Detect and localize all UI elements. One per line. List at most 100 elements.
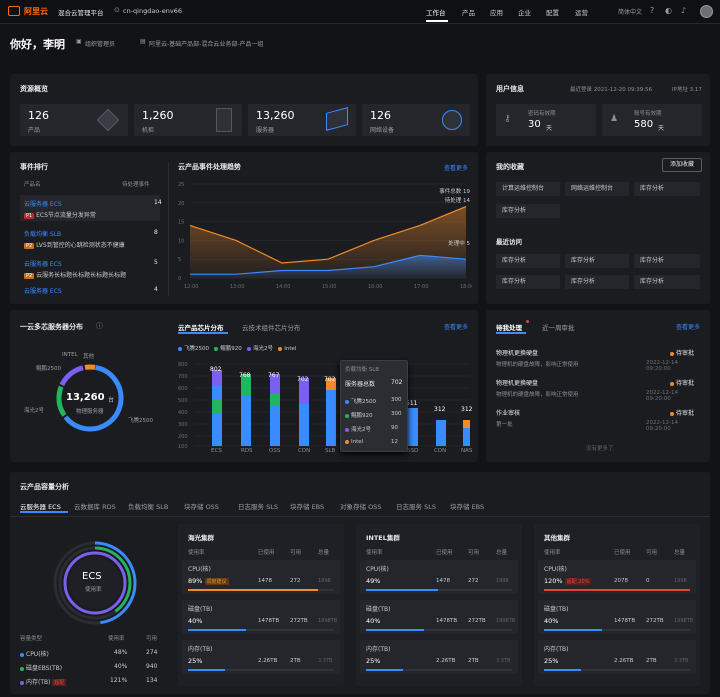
event-row[interactable]: 云服务器 ECS 5 P2 云服务长标题长标题长标题长标题 [20, 255, 160, 281]
help-icon[interactable]: ? [650, 6, 655, 15]
cluster-metric[interactable]: CPU(核) 89% 调度建议 1478 272 1998 [182, 560, 340, 594]
recent-item[interactable]: 库存分析 [496, 254, 560, 268]
recent-item[interactable]: 库存分析 [634, 275, 700, 289]
chip-bar-chart: 800 700 600 500 400 300 200 100 [178, 362, 470, 450]
capacity-tab[interactable]: 对象存储 OSS [340, 503, 382, 511]
tab-product-chips[interactable]: 云产品芯片分布 [178, 324, 224, 332]
metric-rate: 120% 超配 20% [544, 577, 592, 585]
cluster-metric[interactable]: 磁盘(TB) 40% 1478TB 272TB 1998TB [538, 600, 696, 634]
cap-row-avail: 134 [146, 677, 158, 684]
capacity-tab[interactable]: 负载均衡 SLB [128, 503, 169, 511]
cluster-metric[interactable]: 磁盘(TB) 40% 1478TB 272TB 1998TB [182, 600, 340, 634]
nav-config[interactable]: 配置 [546, 9, 559, 17]
metric-label: 内存(TB) [188, 646, 213, 653]
recent-item[interactable]: 库存分析 [565, 254, 629, 268]
product-name: 混合云管理平台 [58, 9, 104, 17]
event-product: 云服务器 ECS [24, 201, 62, 208]
capacity-tab[interactable]: 云数据库 RDS [74, 503, 116, 511]
recent-title: 最近访问 [496, 238, 522, 246]
region-selector[interactable]: cn-qingdao-env66 [123, 7, 183, 15]
x-tick-label: 12:00 [184, 284, 198, 290]
nav-apps[interactable]: 应用 [490, 9, 503, 17]
todo-panel: 待我处理 近一周审批 查看更多 物理机更换硬盘 待审批 物理机的硬盘故障，影响正… [486, 310, 710, 462]
nav-operations[interactable]: 运营 [575, 9, 588, 17]
acct-label: 账号有效期 [634, 111, 662, 117]
donut-label: 飞腾2500 [128, 418, 153, 424]
cluster-metric[interactable]: 磁盘(TB) 40% 1478TB 272TB 1998TB [360, 600, 518, 634]
metric-used: 2.26TB [436, 658, 456, 664]
tab-component-chips[interactable]: 云技术组件芯片分布 [242, 324, 301, 332]
capacity-tab[interactable]: 块存储 EBS [450, 503, 485, 511]
todo-status: 待审批 [670, 408, 694, 417]
event-product: 云服务器 ECS [24, 288, 62, 295]
todo-item[interactable]: 物理机更换硬盘 待审批 物理机的硬盘故障，影响正常使用 2022-12-14 0… [496, 376, 700, 404]
network-device-icon [442, 110, 462, 130]
cluster-head: 使用率 [366, 550, 383, 556]
metric-rate: 40% [188, 617, 203, 625]
aliyun-logo-icon[interactable] [8, 6, 20, 16]
x-label: SLB [325, 448, 336, 454]
add-favorite-button[interactable]: 添加收藏 [662, 158, 702, 172]
trend-more-link[interactable]: 查看更多 [444, 165, 469, 172]
recent-item[interactable]: 库存分析 [565, 275, 629, 289]
tab-week-approval[interactable]: 近一周审批 [542, 324, 575, 332]
capacity-tab[interactable]: 日志服务 SLS [238, 503, 278, 511]
todo-more-link[interactable]: 查看更多 [676, 324, 701, 331]
nav-products[interactable]: 产品 [462, 9, 475, 17]
todo-item[interactable]: 物理机更换硬盘 待审批 物理机的硬盘故障，影响正常使用 2022-12-14 0… [496, 346, 700, 374]
svg-text:700: 700 [178, 374, 188, 380]
capacity-tab[interactable]: 块存储 OSS [184, 503, 219, 511]
capacity-tab[interactable]: 云服务器 ECS [20, 503, 61, 511]
cluster-metric[interactable]: CPU(核) 120% 超配 20% 2078 0 1998 [538, 560, 696, 594]
todo-desc: 物理机的硬盘故障，影响正常使用 [496, 392, 579, 398]
metric-rate: 25% [188, 657, 203, 665]
recent-item[interactable]: 库存分析 [634, 254, 700, 268]
theme-icon[interactable]: ◐ [665, 6, 672, 15]
metric-total: 1998 [674, 578, 687, 584]
favorite-item[interactable]: 库存分析 [634, 182, 700, 196]
overview-card-products[interactable]: 126 产品 [20, 104, 128, 136]
chips-more-link[interactable]: 查看更多 [444, 324, 469, 331]
metric-used: 1478TB [614, 618, 636, 624]
cluster-head: 可用 [290, 550, 302, 556]
bar-oss-hygon [270, 374, 280, 394]
recent-item[interactable]: 库存分析 [496, 275, 560, 289]
bar-oss-feiteng [270, 374, 280, 446]
metric-total: 3.3TB [318, 658, 333, 664]
cluster-metric[interactable]: CPU(核) 49% 1478 272 1998 [360, 560, 518, 594]
language-switch[interactable]: 简体中文 [618, 9, 643, 16]
event-row[interactable]: 云服务器 ECS 14 P1 ECS节点流量分发异常 [20, 195, 162, 221]
info-icon[interactable]: ⓘ [96, 322, 103, 330]
pending-line [189, 206, 467, 264]
cluster-metric[interactable]: 内存(TB) 25% 2.26TB 2TB 3.3TB [360, 640, 518, 674]
overview-label: 服务器 [256, 127, 275, 134]
event-row[interactable]: 负载均衡 SLB 8 P2 LVS到管控的心跳检测状态不健康 [20, 225, 160, 251]
event-desc: P2 云服务长标题长标题长标题长标题 [24, 272, 127, 279]
overview-card-cabinets[interactable]: 1,260 机柜 [134, 104, 242, 136]
todo-item[interactable]: 作业审核 待审批 第一批 2022-12-14 09:20:00 [496, 406, 700, 434]
panel-title: 资源概览 [20, 85, 48, 93]
metric-bar [544, 589, 690, 591]
capacity-tab[interactable]: 日志服务 SLS [396, 503, 436, 511]
bell-icon[interactable]: ♪ [681, 6, 687, 15]
tab-my-todo[interactable]: 待我处理 [496, 324, 522, 332]
brand-name[interactable]: 阿里云 [24, 7, 48, 16]
tooltip-row: 鲲鹏920 [345, 411, 373, 419]
nav-enterprise[interactable]: 企业 [518, 9, 531, 17]
favorite-item[interactable]: 库存分析 [496, 204, 560, 218]
capacity-tab[interactable]: 块存储 EBS [290, 503, 325, 511]
nav-workbench[interactable]: 工作台 [426, 9, 446, 17]
bar-cdn-hygon [299, 378, 309, 404]
cabinet-icon [216, 108, 232, 132]
cluster-column: INTEL集群 使用率 已使用 可用 总量 CPU(核) 49% 1478 272 19… [356, 524, 522, 686]
favorite-item[interactable]: 网络运维控制台 [565, 182, 629, 196]
cap-head: 可用 [146, 636, 158, 642]
overview-card-servers[interactable]: 13,260 服务器 [248, 104, 356, 136]
avatar[interactable] [700, 5, 713, 18]
cluster-metric[interactable]: 内存(TB) 25% 2.26TB 2TB 3.3TB [538, 640, 696, 674]
overview-card-network[interactable]: 126 网络设备 [362, 104, 470, 136]
favorite-item[interactable]: 计算运维控制台 [496, 182, 560, 196]
cluster-head: 总量 [318, 550, 330, 556]
event-row[interactable]: 云服务器 ECS 4 [20, 283, 160, 297]
cluster-metric[interactable]: 内存(TB) 25% 2.26TB 2TB 3.3TB [182, 640, 340, 674]
